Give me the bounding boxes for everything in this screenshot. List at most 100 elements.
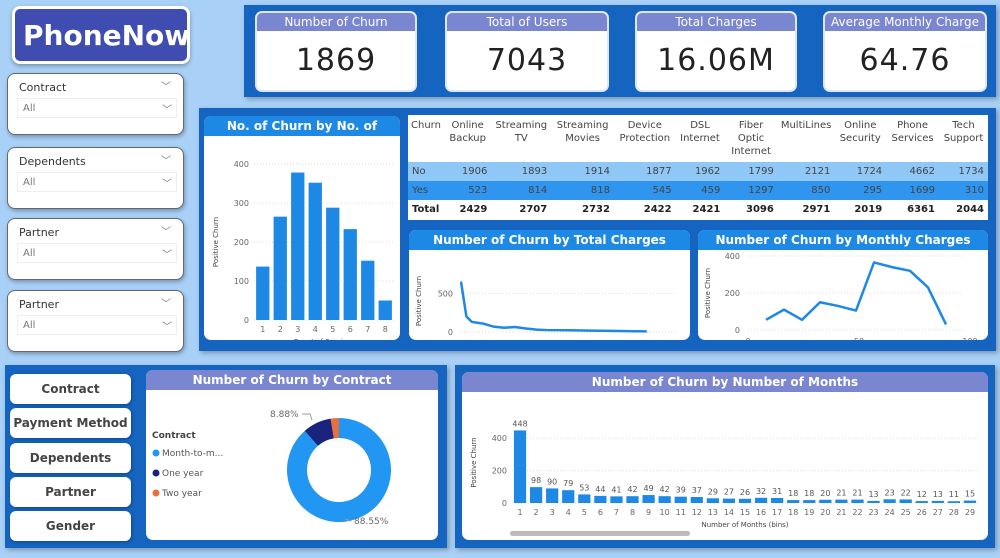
nav-button-gender[interactable]: Gender bbox=[10, 511, 131, 541]
legend-marker bbox=[152, 469, 160, 477]
data-label: 15 bbox=[965, 490, 975, 499]
slicer-dropdown[interactable]: All ﹀ bbox=[17, 243, 177, 263]
bar bbox=[915, 501, 928, 503]
horizontal-scrollbar[interactable] bbox=[510, 531, 690, 536]
x-tick-label: 22 bbox=[852, 508, 862, 517]
nav-button-dependents[interactable]: Dependents bbox=[10, 443, 131, 473]
slicer-dropdown[interactable]: All ﹀ bbox=[17, 172, 177, 192]
data-label: 21 bbox=[852, 489, 862, 498]
kpi-label: Total Charges bbox=[637, 13, 795, 31]
slicer-label: Partner bbox=[19, 226, 59, 239]
x-tick-label: 5K bbox=[564, 339, 575, 340]
slicer-value: All bbox=[23, 320, 36, 331]
donut-slice bbox=[330, 418, 339, 439]
column-header[interactable]: Phone Services bbox=[891, 120, 934, 144]
chevron-down-icon: ﹀ bbox=[162, 322, 172, 333]
table-row[interactable]: No 1906 1893 1914 1877 1962 1799 2121 1724 4662 17… bbox=[408, 162, 988, 181]
chevron-down-icon[interactable]: ﹀ bbox=[161, 82, 171, 93]
table-cell: 2044 bbox=[956, 204, 984, 215]
bar bbox=[899, 499, 912, 503]
kpi-label: Total of Users bbox=[447, 13, 607, 31]
y-tick-label: 0 bbox=[502, 499, 507, 508]
kpi-value: 64.76 bbox=[859, 43, 951, 78]
column-header[interactable]: Streaming Movies bbox=[556, 120, 609, 144]
chevron-down-icon[interactable]: ﹀ bbox=[161, 156, 171, 167]
nav-button-partner[interactable]: Partner bbox=[10, 477, 131, 507]
slicer-dropdown[interactable]: All ﹀ bbox=[17, 315, 177, 335]
y-tick-label: 0 bbox=[244, 316, 249, 325]
table-row[interactable]: Total 2429 2707 2732 2422 2421 3096 2971 2019 636… bbox=[408, 200, 988, 219]
data-label: 22 bbox=[901, 488, 911, 497]
x-tick-label: 6 bbox=[598, 508, 603, 517]
table-row[interactable]: Yes 523 814 818 545 459 1297 850 295 1699 310 bbox=[408, 181, 988, 200]
chart-months-panel: Number of Churn by Number of Months 0 200… bbox=[462, 372, 988, 540]
data-label: 44 bbox=[595, 485, 605, 494]
data-label: 26 bbox=[740, 488, 750, 497]
data-label: 21 bbox=[836, 489, 846, 498]
legend-marker bbox=[152, 449, 160, 457]
column-header[interactable]: Online Backup bbox=[449, 120, 486, 144]
y-tick-label: 400 bbox=[492, 434, 507, 443]
data-label: 20 bbox=[820, 489, 830, 498]
slicer-dropdown[interactable]: All ﹀ bbox=[17, 98, 177, 118]
chevron-down-icon[interactable]: ﹀ bbox=[161, 299, 171, 310]
chart-title: Number of Churn by Total Charges bbox=[409, 230, 690, 250]
bar bbox=[546, 488, 559, 503]
column-header[interactable]: Device Protection bbox=[619, 120, 671, 144]
kpi-value: 7043 bbox=[486, 43, 568, 78]
column-header[interactable]: MultiLines bbox=[780, 120, 832, 131]
table-cell: Total bbox=[412, 204, 440, 215]
column-header[interactable]: Churn bbox=[411, 120, 441, 131]
y-tick-label: 200 bbox=[234, 238, 249, 247]
table-cell: 310 bbox=[938, 181, 988, 200]
table-cell: 2422 bbox=[643, 204, 672, 215]
data-label: 88.55% bbox=[354, 517, 389, 527]
x-tick-label: 11 bbox=[676, 508, 686, 517]
data-label: 11 bbox=[949, 490, 959, 499]
x-tick-label: 28 bbox=[949, 508, 959, 517]
chart-services-panel: No. of Churn by No. of Services 0 100 200 3… bbox=[204, 116, 400, 340]
table-cell: 1906 bbox=[443, 162, 492, 181]
slicer-dependents[interactable]: Dependents ﹀ All ﹀ bbox=[7, 147, 184, 209]
column-header[interactable]: Tech Support bbox=[943, 120, 984, 144]
chevron-down-icon[interactable]: ﹀ bbox=[161, 227, 171, 238]
table-cell: 1724 bbox=[834, 162, 887, 181]
bar bbox=[256, 266, 270, 320]
x-tick-label: 7 bbox=[365, 325, 370, 334]
x-tick-label: 0 bbox=[745, 337, 750, 340]
bar bbox=[706, 498, 719, 503]
x-tick-label: 29 bbox=[965, 508, 975, 517]
slicer-contract[interactable]: Contract ﹀ All ﹀ bbox=[7, 73, 184, 135]
x-tick-label: 14 bbox=[724, 508, 734, 517]
nav-button-payment-method[interactable]: Payment Method bbox=[10, 408, 131, 438]
table-cell: 1877 bbox=[613, 162, 676, 181]
x-tick-label: 25 bbox=[901, 508, 911, 517]
table-cell: 545 bbox=[613, 181, 676, 200]
table-cell: 6361 bbox=[907, 204, 935, 215]
slicer-partner[interactable]: Partner ﹀ All ﹀ bbox=[7, 218, 184, 280]
x-tick-label: 19 bbox=[804, 508, 814, 517]
slicer-partner-2[interactable]: Partner ﹀ All ﹀ bbox=[7, 290, 184, 352]
x-tick-label: 17 bbox=[772, 508, 782, 517]
table-cell: 2019 bbox=[854, 204, 883, 215]
bar bbox=[787, 500, 800, 503]
nav-button-contract[interactable]: Contract bbox=[10, 374, 131, 404]
y-tick-label: 300 bbox=[234, 199, 249, 208]
kpi-label: Number of Churn bbox=[257, 13, 415, 31]
bar bbox=[578, 494, 591, 503]
x-axis-title: Count of Services bbox=[293, 338, 355, 340]
x-tick-label: 24 bbox=[885, 508, 895, 517]
x-tick-label: 15 bbox=[740, 508, 750, 517]
bar bbox=[674, 496, 687, 503]
column-header[interactable]: Streaming TV bbox=[495, 120, 548, 144]
bar bbox=[562, 490, 575, 503]
column-header[interactable]: Fiber Optic Internet bbox=[731, 120, 771, 157]
data-label: 49 bbox=[643, 484, 653, 493]
x-tick-label: 8 bbox=[630, 508, 635, 517]
column-header[interactable]: Online Security bbox=[839, 120, 881, 144]
column-header[interactable]: DSL Internet bbox=[680, 120, 720, 144]
bar bbox=[291, 172, 305, 320]
data-label: 23 bbox=[885, 488, 895, 497]
table-cell: 3096 bbox=[745, 204, 774, 215]
table-cell: 1699 bbox=[886, 181, 939, 200]
